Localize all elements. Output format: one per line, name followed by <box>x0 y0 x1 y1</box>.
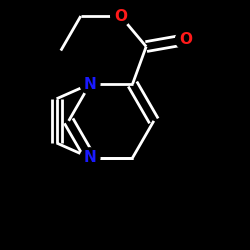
Text: N: N <box>84 150 96 165</box>
Circle shape <box>80 74 100 94</box>
Circle shape <box>111 6 130 26</box>
Text: O: O <box>179 32 192 47</box>
Text: O: O <box>114 8 127 24</box>
Circle shape <box>80 148 100 168</box>
Circle shape <box>176 30 195 50</box>
Text: N: N <box>84 76 96 92</box>
